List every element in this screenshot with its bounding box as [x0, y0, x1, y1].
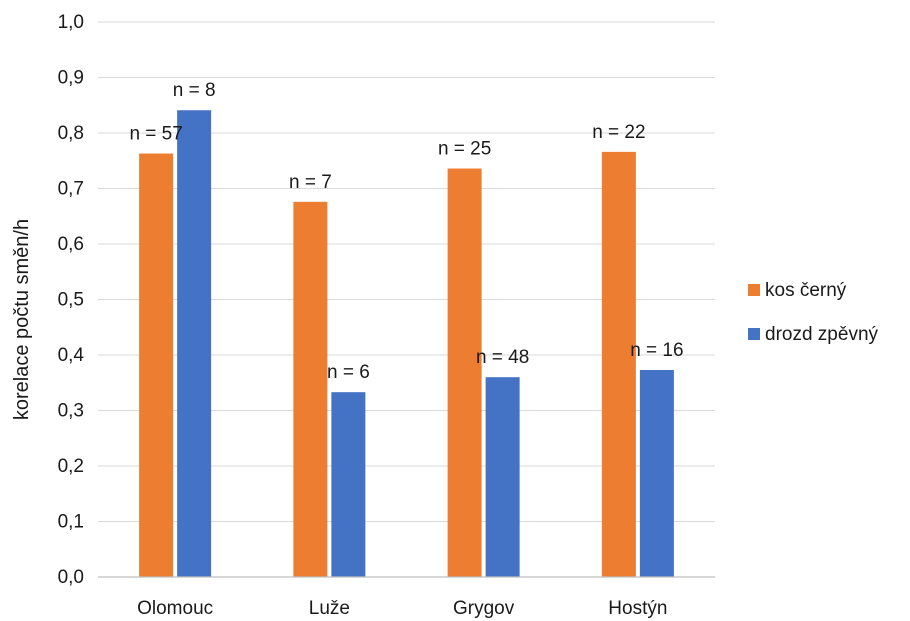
bar-data-label: n = 16 [630, 340, 683, 361]
bar-data-label: n = 22 [592, 122, 645, 143]
y-tick-label: 0,5 [58, 290, 84, 311]
legend-label: kos černý [765, 280, 847, 301]
y-tick-label: 1,0 [58, 12, 84, 33]
bar-kos-cerny [447, 168, 482, 577]
bar-drozd-zpevny [177, 110, 212, 578]
bar-data-label: n = 6 [327, 362, 370, 383]
bar-kos-cerny [139, 153, 174, 577]
y-tick-label: 0,4 [58, 345, 85, 366]
legend-label: drozd zpěvný [765, 324, 879, 345]
y-axis-ticks: 0,0 0,1 0,2 0,3 0,4 0,5 0,6 0,7 0,8 0,9 1,0 [58, 12, 85, 588]
x-axis-ticks: Olomouc Luže Grygov Hostýn [137, 598, 667, 619]
y-tick-label: 0,7 [58, 179, 84, 200]
y-tick-label: 0,8 [58, 123, 84, 144]
bar-drozd-zpevny [331, 392, 366, 577]
y-tick-label: 0,3 [58, 401, 84, 422]
x-tick-label: Luže [309, 598, 350, 619]
x-tick-label: Grygov [453, 598, 515, 619]
bar-data-label: n = 7 [289, 172, 332, 193]
bars [139, 110, 674, 578]
y-tick-label: 0,1 [58, 512, 84, 533]
bar-drozd-zpevny [639, 369, 674, 577]
y-tick-label: 0,2 [58, 456, 84, 477]
bar-data-label: n = 8 [173, 80, 216, 101]
bar-data-label: n = 57 [129, 124, 182, 145]
legend-swatch [748, 328, 760, 340]
y-axis-title: korelace počtu směn/h [11, 219, 33, 420]
y-tick-label: 0,6 [58, 234, 84, 255]
x-tick-label: Hostýn [608, 598, 667, 619]
x-tick-label: Olomouc [137, 598, 213, 619]
legend: kos černý drozd zpěvný [748, 280, 879, 345]
bar-kos-cerny [601, 151, 636, 577]
bar-data-labels: n = 57 n = 8 n = 7 n = 6 n = 25 n = 48 n = 22 n… [129, 80, 683, 383]
bar-drozd-zpevny [485, 377, 520, 577]
bar-data-label: n = 48 [476, 347, 529, 368]
bar-data-label: n = 25 [438, 139, 491, 160]
bar-kos-cerny [293, 201, 328, 577]
y-tick-label: 0,9 [58, 68, 84, 89]
legend-swatch [748, 284, 760, 296]
y-tick-label: 0,0 [58, 567, 84, 588]
